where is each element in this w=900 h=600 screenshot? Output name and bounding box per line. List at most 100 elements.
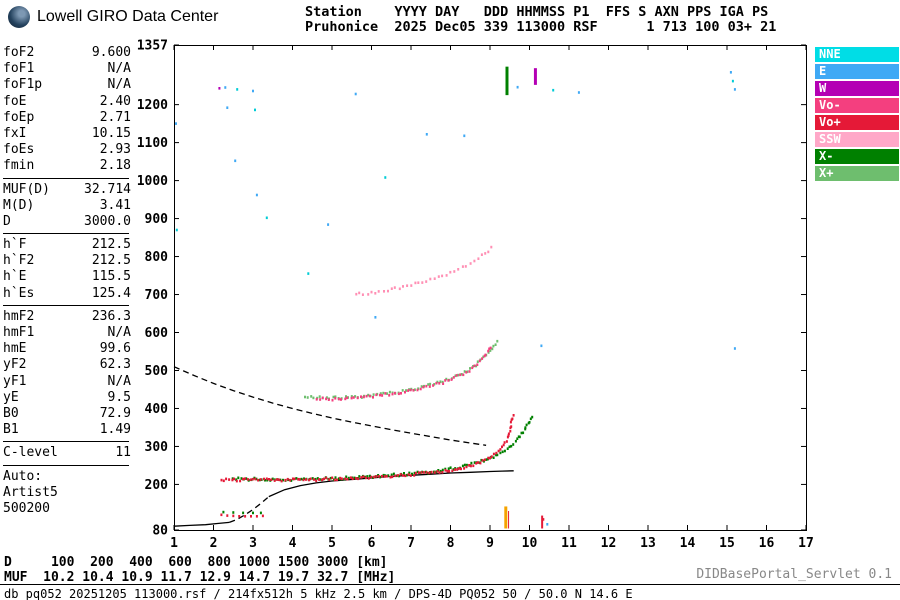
param-label: foE [3,93,27,109]
station-header: Station YYYY DAY DDD HHMMSS P1 FFS S AXN… [305,5,776,35]
param-label: yF1 [3,373,27,389]
legend-item-w: W [815,81,899,96]
param-value: 62.3 [99,357,131,373]
y-tick-label: 200 [145,478,169,493]
param-row: fxI 10.15 [3,126,131,142]
x-tick-label: 14 [680,536,696,551]
param-value: N/A [107,77,131,93]
param-row: yF1 N/A [3,374,131,390]
y-tick-label: 1200 [137,98,168,113]
param-row: C-level 11 [3,445,131,461]
x-tick-label: 12 [601,536,617,551]
param-row: foEs 2.93 [3,142,131,158]
param-row: h`E 115.5 [3,269,131,285]
x-tick-label: 9 [486,536,494,551]
param-panel: foF2 9.600 foF1 N/A foF1p N/A foE 2.40 foEp 2.71 f… [3,45,131,518]
param-label: MUF(D) [3,181,50,197]
status-bar: db pq052 20251205 113000.rsf / 214fx512h… [4,587,633,600]
param-value: 115.5 [91,269,131,285]
param-value: N/A [107,325,131,340]
param-value: N/A [107,61,131,77]
param-row: B1 1.49 [3,422,131,438]
param-value: 125.4 [91,285,131,301]
f1-trace-o-mode [220,414,515,483]
param-value: 3000.0 [84,213,131,229]
x-tick-label: 2 [210,536,218,551]
param-value: 11 [115,445,131,461]
legend-item-vo: Vo- [815,98,899,113]
muf-row: MUF 10.2 10.4 10.9 11.7 12.9 14.7 19.7 3… [4,570,396,585]
param-value: 99.6 [99,341,131,357]
param-row: hmF2 236.3 [3,309,131,325]
x-tick-label: 1 [170,536,178,551]
param-label: C-level [3,445,58,461]
param-label: 500200 [3,500,50,516]
param-value: 212.5 [91,253,131,269]
param-label: fxI [3,125,27,141]
lowell-giro-logo: Lowell GIRO Data Center [8,6,218,28]
param-value: 1.49 [99,422,131,438]
param-label: h`E [3,269,27,285]
param-label: foF1 [3,61,35,77]
param-row: B0 72.9 [3,406,131,422]
x-tick-label: 5 [328,536,336,551]
param-label: B1 [3,422,19,438]
x-tick-label: 15 [719,536,735,551]
param-value: 236.3 [91,308,131,324]
param-label: fmin [3,158,35,174]
param-label: foF1p [3,77,43,93]
y-tick-label: 600 [145,326,169,341]
x-tick-label: 4 [289,536,297,551]
legend: NNE E W Vo- Vo+ SSW X- X+ [815,47,899,183]
param-row: foE 2.40 [3,94,131,110]
transmission-curve-3000km [173,366,487,446]
param-label: foEp [3,109,35,125]
param-row: h`F2 212.5 [3,253,131,269]
param-value: 2.18 [99,158,131,174]
param-value: N/A [107,373,131,389]
param-label: h`F2 [3,253,35,269]
legend-item-x: X+ [815,166,899,181]
y-tick-label: 400 [145,402,169,417]
logo-text: Lowell GIRO Data Center [37,8,219,25]
footer-divider [0,584,900,585]
param-row: hmE 99.6 [3,341,131,357]
param-label: foEs [3,142,35,158]
param-label: Auto: [3,468,43,484]
param-value: 212.5 [91,237,131,253]
param-label: Artist5 [3,484,58,500]
header-columns-line: Station YYYY DAY DDD HHMMSS P1 FFS S AXN… [305,4,769,20]
y-tick-label: 700 [145,288,169,303]
param-label: h`F [3,237,27,253]
y-tick-label: 500 [145,364,169,379]
param-label: hmE [3,341,27,357]
param-value: 2.71 [99,109,131,125]
param-separator [3,304,129,306]
param-row: h`Es 125.4 [3,286,131,302]
x-tick-label: 17 [798,536,814,551]
x-tick-label: 13 [640,536,656,551]
param-row: yF2 62.3 [3,357,131,373]
x-tick-label: 16 [759,536,775,551]
legend-item-x: X- [815,149,899,164]
param-label: h`Es [3,285,35,301]
profile-valley [229,496,270,524]
param-value: 3.41 [99,197,131,213]
y-tick-label: 900 [145,212,169,227]
x-tick-label: 6 [368,536,376,551]
param-row: yE 9.5 [3,390,131,406]
param-value: 32.714 [84,181,131,197]
param-label: hmF2 [3,308,35,324]
f3-third-hop [355,245,493,296]
interference-specks [175,71,736,526]
param-separator [3,441,129,443]
param-row: M(D) 3.41 [3,198,131,214]
param-separator [3,464,129,466]
x-tick-label: 10 [522,536,538,551]
param-label: yF2 [3,357,27,373]
param-row: MUF(D) 32.714 [3,182,131,198]
legend-item-e: E [815,64,899,79]
param-value: 9.600 [91,45,131,60]
